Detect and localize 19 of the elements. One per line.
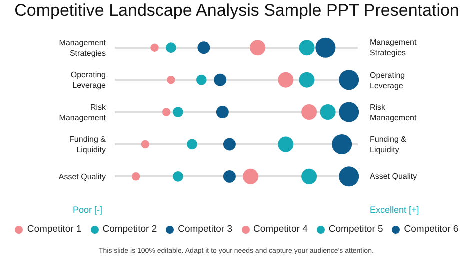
text: Poor [-]: [73, 205, 103, 215]
y-tick-label: Risk Management: [59, 102, 107, 122]
y-tick-label: Management Strategies: [59, 38, 107, 58]
legend-label: Competitor 1: [27, 224, 82, 235]
legend-label: Competitor 5: [328, 224, 384, 235]
text: Excellent [+]: [370, 205, 420, 215]
legend-label: Competitor 2: [102, 224, 158, 235]
y-tick-label: Operating Leverage: [70, 70, 107, 90]
category-label: Asset Quality: [370, 172, 418, 181]
category-label: Management Strategies: [370, 38, 417, 58]
category-label: Risk Management: [370, 103, 417, 122]
y-tick-label: Asset Quality: [58, 172, 106, 182]
y-tick-label: Funding & Liquidity: [70, 135, 107, 154]
legend-label: Competitor 4: [254, 224, 308, 235]
category-label: Operating Leverage: [370, 71, 406, 90]
chart-title: Competitive Landscape Analysis Sample PPT Presentation: [14, 0, 460, 20]
legend-label: Competitor 3: [178, 224, 232, 235]
category-label: Funding & Liquidity: [370, 135, 406, 154]
legend-label: Competitor 6: [404, 224, 459, 235]
